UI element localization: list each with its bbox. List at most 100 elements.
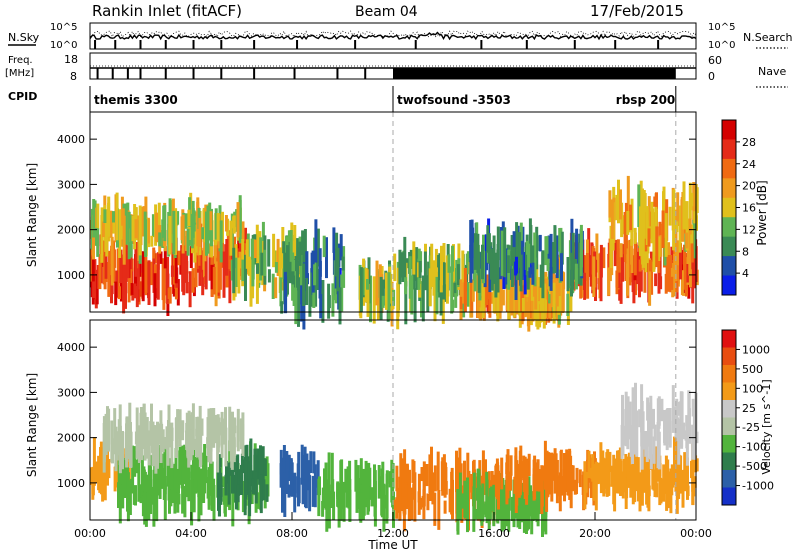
power-cell <box>213 240 217 264</box>
velocity-cell <box>503 494 507 530</box>
power-cell <box>440 245 443 286</box>
power-cell <box>237 257 241 294</box>
velocity-cell <box>345 478 349 508</box>
power-cell <box>685 232 689 249</box>
power-cell <box>322 235 326 258</box>
velocity-cell <box>631 463 635 505</box>
velocity-cell <box>509 455 513 476</box>
power-cell <box>527 243 531 272</box>
power-cell <box>185 282 189 294</box>
velocity-cell <box>550 452 554 481</box>
power-cell <box>327 283 331 319</box>
power-cell <box>253 239 257 259</box>
power-cell <box>194 224 198 253</box>
velocity-cell <box>198 494 202 508</box>
power-cell <box>112 211 115 223</box>
power-cell <box>134 219 138 239</box>
velocity-cell <box>533 455 537 500</box>
velocity-cell <box>217 417 221 448</box>
power-cell <box>533 257 537 287</box>
velocity-cell <box>455 450 458 493</box>
velocity-cell <box>348 489 352 522</box>
power-cell <box>688 182 692 219</box>
power-cell <box>92 199 96 238</box>
power-cell <box>579 224 583 268</box>
velocity-cell <box>420 467 424 482</box>
velocity-cell <box>231 478 235 527</box>
power-colorbar: 28 24 20 16 12 8 4 <box>721 119 756 296</box>
velocity-cell <box>443 500 447 514</box>
power-cell <box>531 262 535 285</box>
velocity-cell <box>128 402 132 447</box>
velocity-cell <box>664 455 668 493</box>
power-cell <box>650 261 654 295</box>
velocity-cell <box>254 454 258 504</box>
power-cell <box>462 282 466 304</box>
velocity-cell <box>552 453 556 477</box>
velocity-cell <box>312 451 316 474</box>
power-cell <box>174 208 178 255</box>
velocity-cell <box>230 426 234 470</box>
velocity-cell <box>207 426 211 463</box>
velocity-cell <box>362 468 366 507</box>
velocity-y-ticks: 1000 2000 3000 4000 <box>57 341 696 490</box>
colorbar-swatch <box>722 382 736 401</box>
power-cell <box>387 272 391 321</box>
power-cell <box>418 261 422 278</box>
velocity-cell <box>227 462 231 505</box>
velocity-cell <box>199 468 203 516</box>
freq-left-tick-top: 18 <box>64 53 78 66</box>
velocity-cell <box>589 467 593 498</box>
power-cell <box>135 268 139 308</box>
power-cell <box>544 300 548 312</box>
power-cell <box>670 276 674 290</box>
velocity-cell <box>505 462 509 475</box>
power-cell <box>688 269 692 288</box>
velocity-cell <box>410 487 414 521</box>
power-panel: 1000 2000 3000 4000 Slant Range [km] 28 24 20… <box>25 111 769 332</box>
power-cell <box>184 213 188 229</box>
velocity-cell <box>218 454 222 468</box>
velocity-cell <box>380 476 384 516</box>
power-cell <box>134 244 138 277</box>
power-cell <box>385 272 388 310</box>
power-y-axis-label: Slant Range [km] <box>25 163 39 267</box>
power-time-gridlines <box>392 112 677 312</box>
velocity-cell <box>152 491 155 505</box>
velocity-cell <box>166 433 170 466</box>
velocity-cell <box>202 468 206 503</box>
colorbar-swatch <box>722 487 736 506</box>
power-cell <box>321 280 325 323</box>
velocity-cell <box>289 459 293 479</box>
velocity-cell <box>140 416 144 461</box>
velocity-cell <box>612 454 616 505</box>
power-cell <box>552 282 556 324</box>
velocity-cell <box>648 406 652 433</box>
noise-panel: N.Sky 10^5 10^0 10^5 10^0 N.Search <box>8 22 793 51</box>
velocity-cell <box>259 470 263 514</box>
power-cell <box>618 248 621 284</box>
velocity-cell <box>180 454 184 467</box>
power-cell <box>332 227 336 253</box>
power-cell <box>533 232 537 260</box>
power-cell <box>335 232 339 277</box>
freq-panel: Freq. [MHz] 18 8 60 0 Nave <box>5 52 788 88</box>
velocity-cell <box>121 431 124 470</box>
velocity-cell <box>304 463 307 508</box>
velocity-cell <box>145 430 149 459</box>
velocity-cell <box>428 472 432 501</box>
colorbar-tick-label: -500 <box>742 460 767 473</box>
power-cell <box>685 201 689 251</box>
velocity-cell <box>536 459 540 471</box>
power-cell <box>187 209 191 227</box>
colorbar-swatch <box>722 400 736 418</box>
power-cell <box>229 220 233 256</box>
power-cell <box>185 236 189 283</box>
power-cell <box>683 244 686 290</box>
date-label: 17/Feb/2015 <box>590 2 684 20</box>
velocity-cell <box>644 431 648 457</box>
velocity-cell <box>240 481 243 495</box>
power-cell <box>521 226 525 255</box>
power-cell <box>92 281 96 299</box>
power-cell <box>204 276 208 287</box>
